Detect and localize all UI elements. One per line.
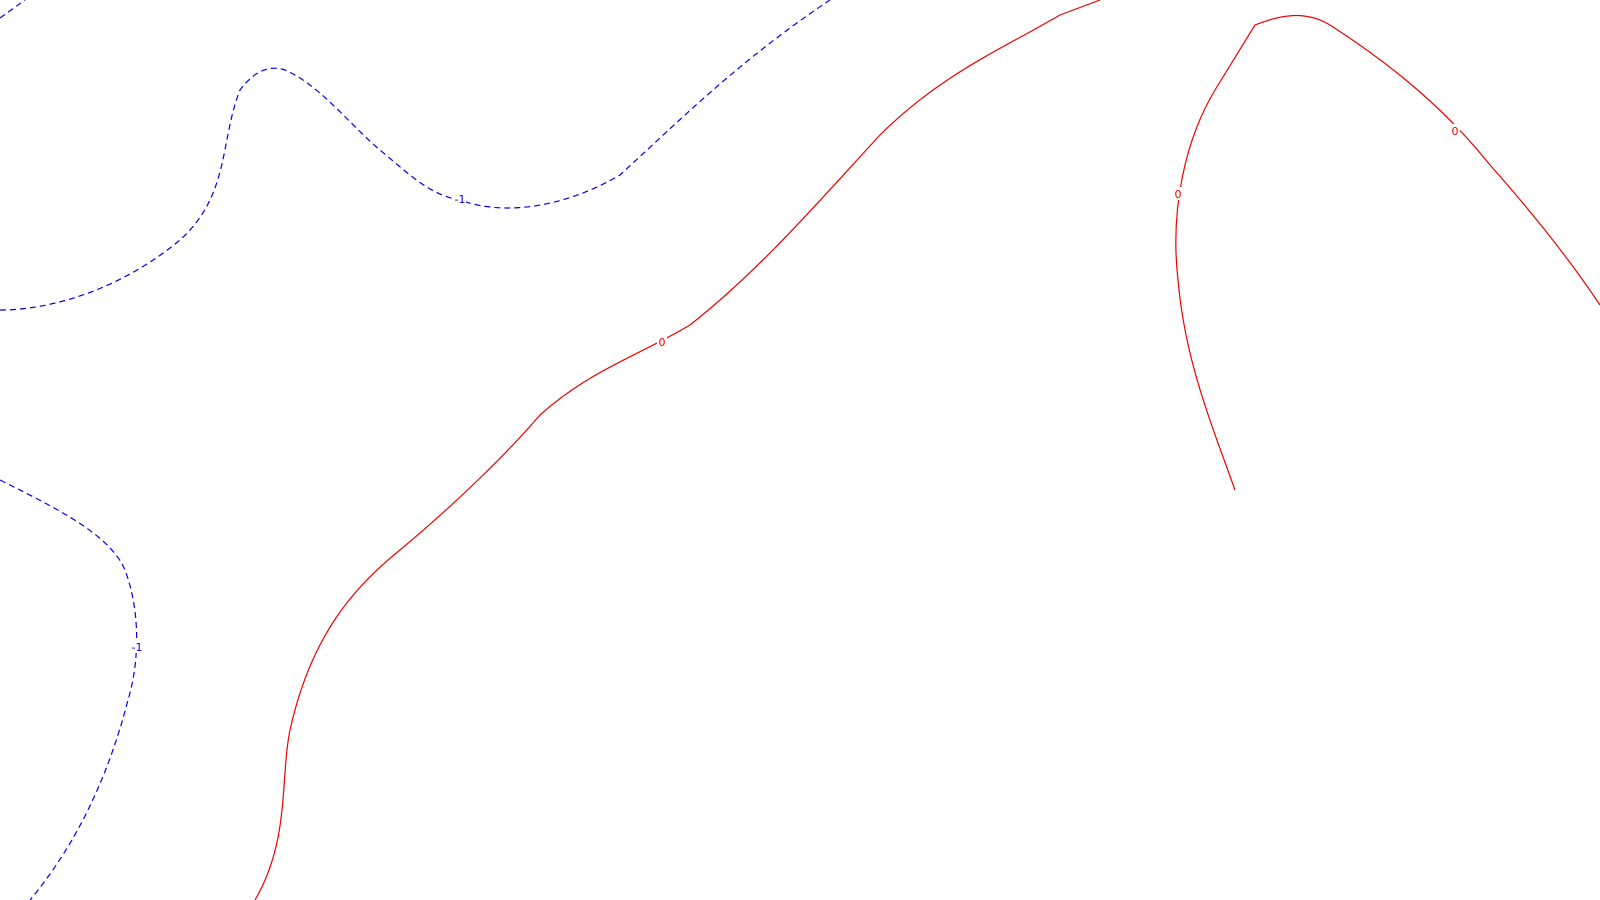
contour-line-zero-right (1175, 15, 1600, 491)
contour-label-neg1-b: -1 (132, 641, 143, 654)
contour-label-zero-b: 0 (1175, 188, 1182, 201)
contour-group-neg1 (0, 0, 831, 900)
contour-label-group: -1 -1 0 0 0 (131, 124, 1460, 654)
contour-line-neg1-lower (0, 479, 138, 900)
contour-group-zero (254, 0, 1600, 900)
contour-line-zero-main (254, 0, 1101, 900)
contour-label-neg1-a: -1 (455, 193, 466, 206)
contour-line-neg1-upper (0, 0, 831, 311)
contour-label-zero-c: 0 (1452, 125, 1459, 138)
contour-label-zero-a: 0 (659, 336, 666, 349)
